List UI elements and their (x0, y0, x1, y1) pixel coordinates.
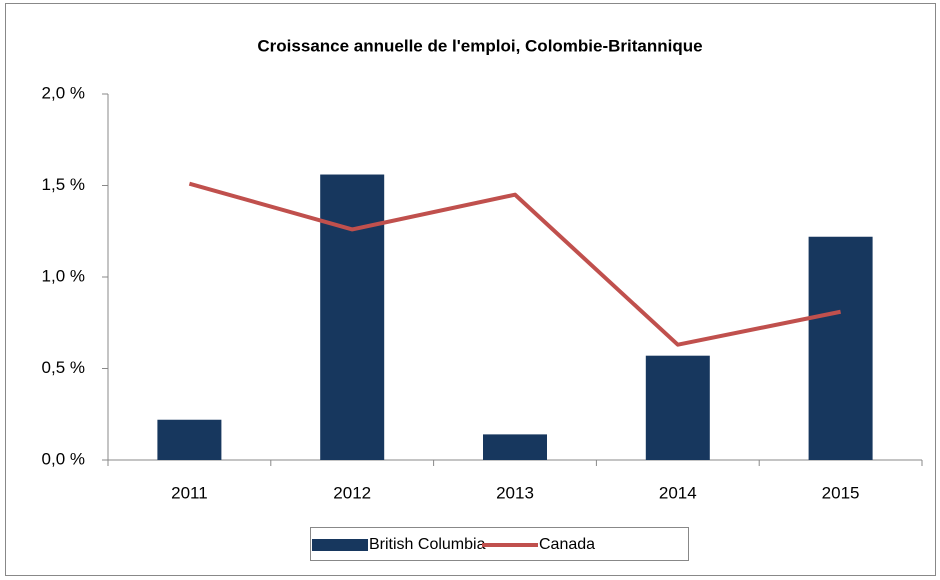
x-tick-label: 2015 (822, 483, 860, 502)
legend-label: Canada (539, 536, 595, 553)
y-tick-label: 1,0 % (42, 266, 85, 285)
y-tick-label: 1,5 % (42, 175, 85, 194)
bar (808, 236, 873, 460)
bar (157, 419, 222, 460)
legend-label: British Columbia (369, 536, 486, 553)
legend-swatch (312, 539, 368, 551)
line (188, 181, 841, 347)
bar (320, 174, 385, 460)
x-tick-label: 2013 (496, 483, 534, 502)
x-tick-label: 2012 (333, 483, 371, 502)
x-tick-label: 2014 (659, 483, 697, 502)
y-tick-label: 2,0 % (42, 83, 85, 102)
chart-border (5, 3, 936, 576)
chart-title: Croissance annuelle de l'emploi, Colombi… (257, 36, 702, 55)
bar (645, 355, 710, 460)
x-tick-label: 2011 (171, 483, 208, 502)
bar (483, 434, 547, 460)
y-tick-label: 0,5 % (42, 358, 85, 377)
y-tick-label: 0,0 % (42, 449, 85, 468)
